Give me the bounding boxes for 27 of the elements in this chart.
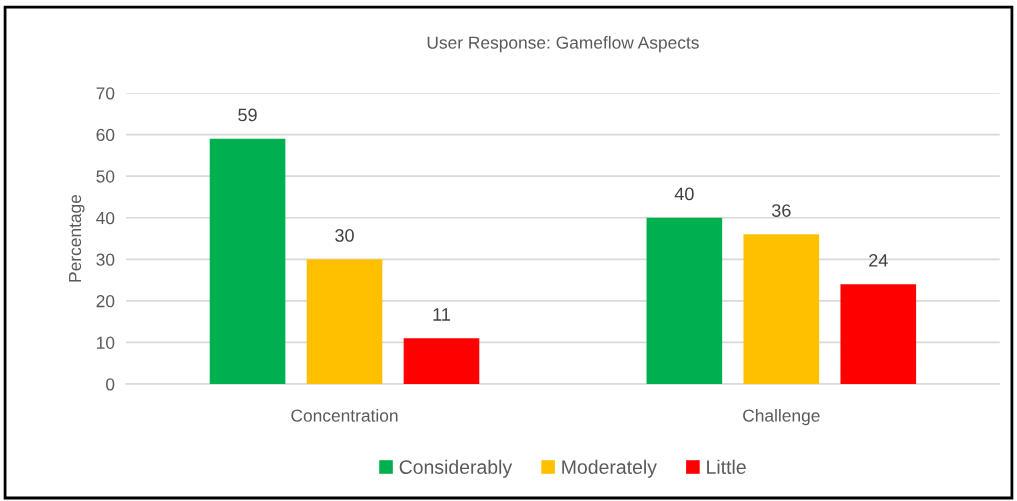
y-axis-title: Percentage	[69, 194, 85, 282]
y-tick-label: 30	[96, 253, 115, 266]
bar	[306, 259, 383, 385]
data-label: 30	[335, 229, 354, 242]
legend-label: Little	[707, 459, 746, 474]
data-label: 59	[238, 108, 257, 122]
data-label: 24	[869, 254, 888, 267]
chart-title: User Response: Gameflow Aspects	[427, 36, 699, 53]
legend-label: Considerably	[399, 459, 513, 478]
x-tick-label: Challenge	[743, 409, 820, 426]
y-tick-label: 60	[96, 128, 115, 142]
y-tick-label: 20	[96, 295, 115, 308]
y-tick-label: 70	[96, 87, 115, 100]
y-tick-label: 10	[97, 336, 115, 349]
bar	[743, 234, 820, 385]
y-tick-label: 0	[106, 378, 115, 391]
bar	[840, 284, 917, 385]
bar	[646, 217, 723, 385]
legend-label: Moderately	[562, 459, 657, 478]
y-tick-label: 50	[96, 170, 115, 183]
x-tick-label: Concentration	[291, 409, 398, 422]
data-label: 36	[771, 204, 791, 217]
data-label: 40	[674, 187, 694, 201]
bar	[403, 338, 480, 385]
data-label: 11	[433, 308, 450, 321]
bar	[209, 138, 286, 385]
y-tick-label: 40	[96, 211, 115, 225]
